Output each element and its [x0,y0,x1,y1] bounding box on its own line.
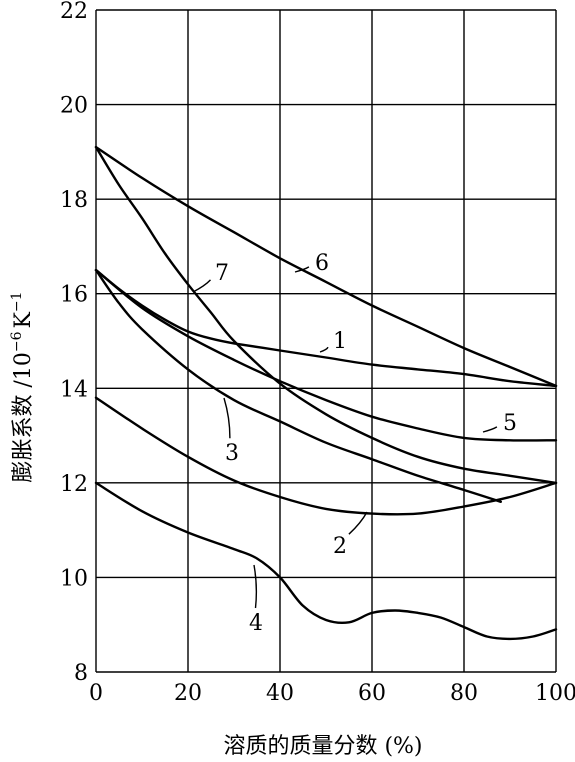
series-label-7: 7 [215,261,229,286]
series-line-2 [94,396,558,516]
x-tick-label: 80 [450,681,478,706]
y-axis-title: 膨胀系数 /10−6 K−1 [9,291,36,482]
y-tick-label: 18 [60,188,88,213]
leader-line-4 [253,564,258,609]
leader-line-3 [223,397,231,439]
series-label-2: 2 [333,534,347,559]
series-label-6: 6 [315,251,329,276]
x-tick-label: 0 [89,681,103,706]
y-tick-label: 22 [60,0,88,24]
y-axis-title-exponent-2: −1 [9,291,25,312]
y-axis-title-main: 膨胀系数 /10 [11,352,36,482]
leader-line-1 [319,346,329,353]
curves [94,145,558,641]
series-label-5: 5 [503,411,517,436]
y-tick-label: 20 [60,94,88,119]
series-label-3: 3 [225,441,239,466]
y-tick-label: 16 [60,283,88,308]
series-leaders [192,266,498,609]
series-label-1: 1 [333,329,347,354]
x-axis-title: 溶质的质量分数 (%) [223,734,422,759]
x-tick-label: 20 [174,681,202,706]
leader-line-7 [192,279,212,293]
y-tick-label: 8 [74,661,88,686]
grid [95,9,557,673]
series-line-6 [94,145,558,388]
y-tick-label: 10 [60,566,88,591]
y-axis-title-exponent-1: −6 [9,331,25,352]
x-tick-label: 60 [358,681,386,706]
leader-line-5 [482,426,498,433]
leader-line-6 [294,266,310,273]
series-line-4 [94,481,558,641]
series-line-1 [94,268,558,388]
y-tick-label: 12 [60,472,88,497]
leader-line-2 [348,511,368,535]
y-axis-title-unit: K [11,312,36,329]
x-tick-label: 100 [535,681,575,706]
series-line-7 [94,145,558,485]
series-label-4: 4 [249,611,263,636]
x-tick-label: 40 [266,681,294,706]
series-labels: 1 2 3 4 5 6 7 [215,251,517,636]
series-line-5 [94,268,558,442]
y-tick-label: 14 [60,377,88,402]
series-line-3 [94,268,502,503]
